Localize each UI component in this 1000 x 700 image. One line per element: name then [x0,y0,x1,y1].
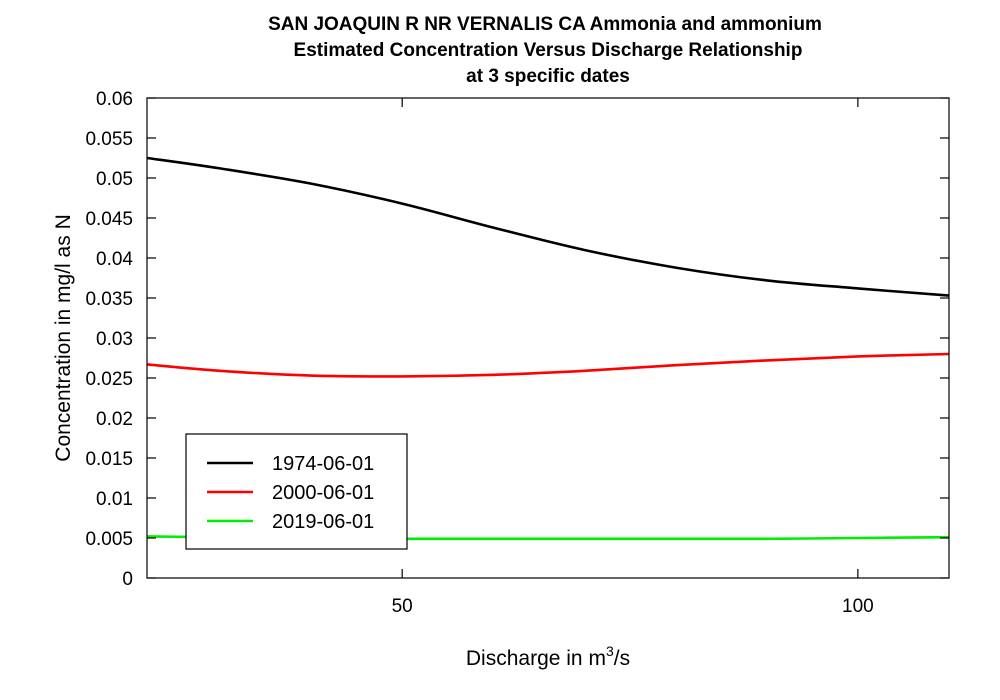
y-tick-label: 0.05 [96,169,133,190]
y-tick-label: 0.02 [96,409,133,430]
legend-label-2019-06-01: 2019-06-01 [272,511,374,533]
series-line-1974-06-01 [146,156,950,297]
chart-title-line-1: SAN JOAQUIN R NR VERNALIS CA Ammonia and… [268,14,822,35]
y-tick-label: 0.06 [96,89,133,110]
y-tick-label: 0.04 [96,249,133,270]
y-tick-label: 0.045 [85,209,133,230]
x-axis-label: Discharge in m3/s [466,643,630,670]
chart-title-line-2: Estimated Concentration Versus Discharge… [294,40,803,61]
legend-label-1974-06-01: 1974-06-01 [272,453,374,475]
x-tick-label: 50 [392,596,413,617]
x-axis-label-superscript: 3 [606,643,614,659]
x-axis-label-tail: /s [614,647,630,670]
y-tick-label: 0.01 [96,489,133,510]
y-tick-label: 0.035 [85,289,133,310]
series-line-2000-06-01 [146,352,950,378]
legend: 1974-06-01 2000-06-01 2019-06-01 [185,433,408,550]
y-tick-label: 0.005 [85,529,133,550]
y-axis-label: Concentration in mg/l as N [52,214,75,461]
legend-label-2000-06-01: 2000-06-01 [272,482,374,504]
chart-title-line-3: at 3 specific dates [466,66,630,87]
x-tick-label: 100 [842,596,874,617]
y-tick-label: 0.055 [85,129,133,150]
y-tick-label: 0.025 [85,369,133,390]
y-tick-label: 0 [122,569,133,590]
y-tick-label: 0.03 [96,329,133,350]
y-tick-label: 0.015 [85,449,133,470]
axis-layer: 0 0.005 0.01 0.015 0.02 0.025 0.03 0.035 0.04 0.0… [85,89,949,617]
x-axis-label-main: Discharge in m [466,647,606,670]
